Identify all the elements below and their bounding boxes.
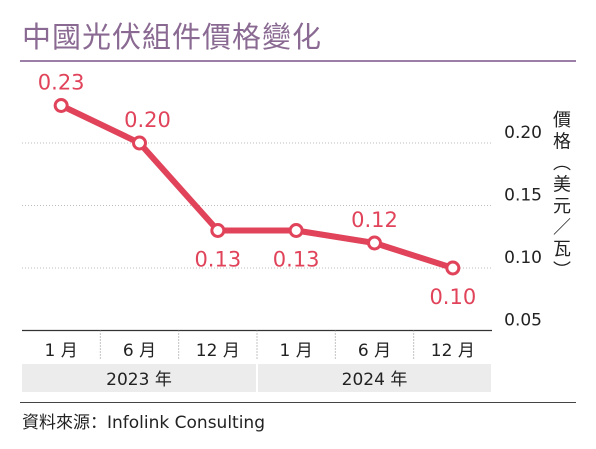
x-tick-label: 12 月 (196, 341, 240, 361)
source-note: 資料來源：Infolink Consulting (22, 413, 265, 433)
x-tick-label: 6 月 (358, 341, 391, 361)
x-tick-label: 1 月 (45, 341, 78, 361)
y-axis-title-char: ／ (553, 218, 571, 239)
data-point (53, 98, 69, 113)
title-divider (20, 60, 576, 62)
y-tick-label: 0.20 (504, 123, 542, 143)
year-label: 2024 年 (342, 370, 408, 390)
chart-title: 中國光伏組件價格變化 (22, 20, 323, 54)
y-tick-label: 0.05 (504, 311, 542, 331)
data-label: 0.13 (273, 248, 320, 272)
source-divider (20, 402, 576, 403)
data-label: 0.23 (38, 71, 85, 95)
data-label: 0.10 (429, 285, 476, 309)
series-line (58, 102, 456, 271)
data-label: 0.13 (194, 248, 241, 272)
data-point (367, 235, 382, 251)
year-band (258, 364, 491, 392)
y-axis-title-char: ︵ (553, 153, 571, 174)
y-axis-title-char: 格 (553, 132, 571, 153)
y-axis-title-char: 價 (553, 110, 571, 131)
y-tick-label: 0.10 (504, 248, 542, 268)
data-point (288, 223, 304, 238)
y-axis-title-char: 美 (553, 175, 571, 196)
data-label: 0.12 (351, 208, 398, 232)
x-tick-label: 12 月 (431, 341, 475, 361)
y-axis-title-char: 瓦 (553, 239, 571, 260)
x-tick-label: 6 月 (123, 341, 156, 361)
y-axis-title-char: ︶ (553, 261, 571, 282)
y-axis-title-char: 元 (553, 196, 571, 217)
year-band (22, 364, 256, 392)
year-label: 2023 年 (106, 370, 172, 390)
x-tick-label: 1 月 (280, 341, 313, 361)
y-tick-label: 0.15 (504, 186, 542, 206)
data-label: 0.20 (124, 108, 171, 132)
data-point (445, 260, 461, 276)
data-point (210, 223, 226, 238)
data-point (132, 135, 147, 151)
